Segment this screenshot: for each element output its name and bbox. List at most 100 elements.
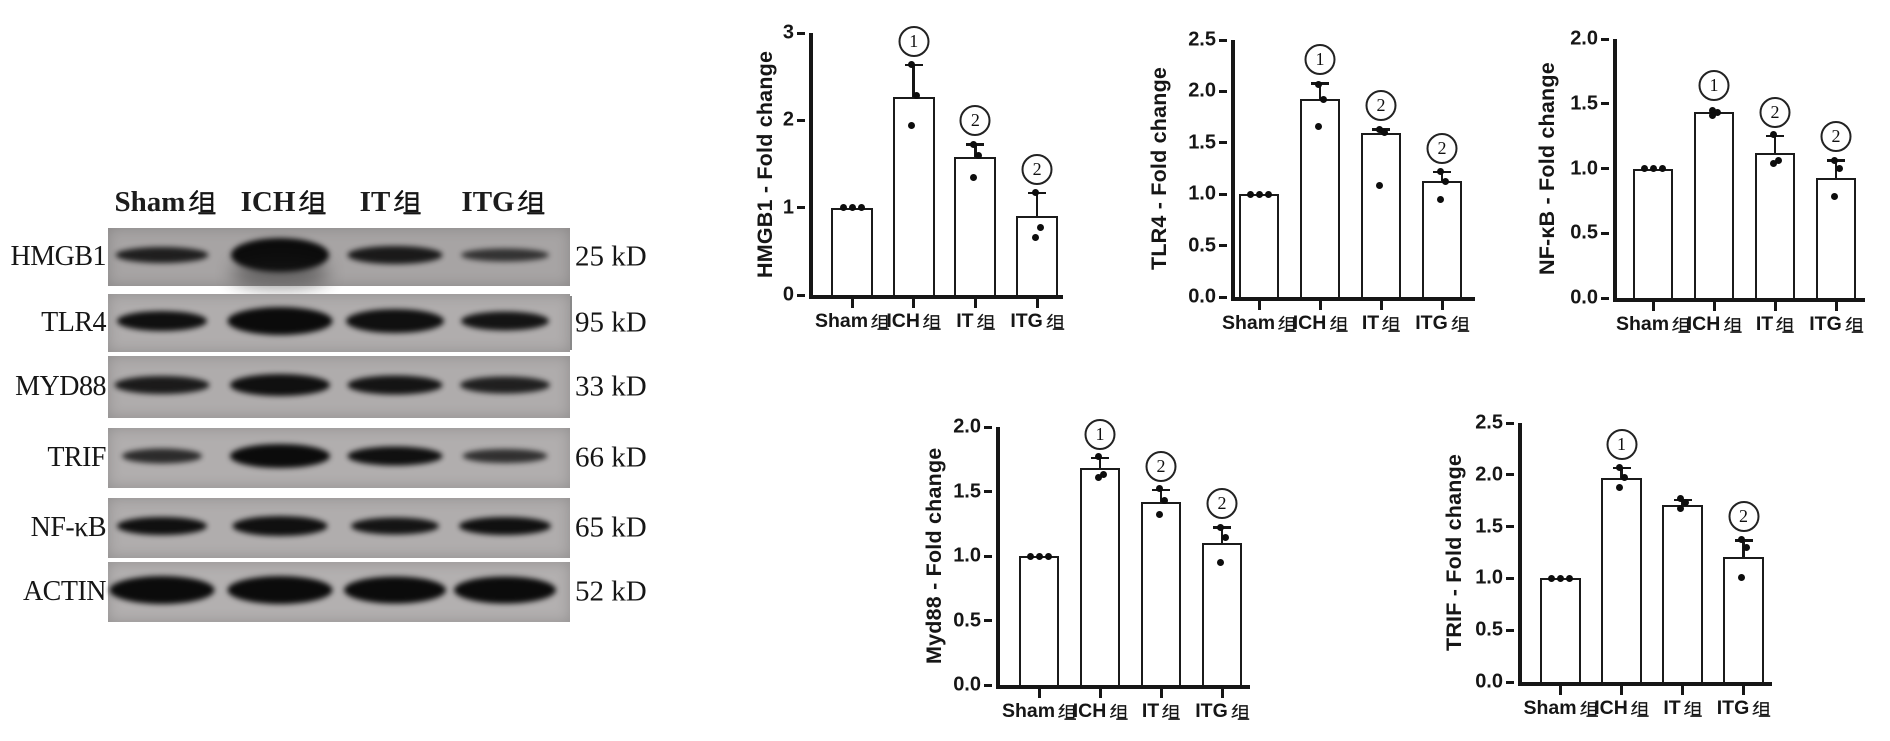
significance-annotation: 1 xyxy=(1698,69,1730,101)
bar-Sham xyxy=(1540,578,1581,682)
cjk-zu-glyph xyxy=(1723,316,1742,334)
x-tick-mark xyxy=(1712,302,1716,311)
bar-Sham xyxy=(1239,194,1279,297)
x-tick-label: ICH xyxy=(1594,697,1649,720)
y-tick-mark xyxy=(1219,295,1227,299)
y-tick-label: 0.5 xyxy=(1188,234,1216,257)
y-tick-label: 2 xyxy=(782,108,794,131)
blot-strip-TLR4 xyxy=(108,294,570,352)
data-point xyxy=(1155,511,1163,519)
label-latin-part: IT xyxy=(1663,697,1681,719)
data-point xyxy=(1677,495,1684,503)
data-point xyxy=(1314,122,1322,130)
y-tick-label: 0.0 xyxy=(1570,286,1598,309)
label-latin-part: ITG xyxy=(1415,312,1448,334)
x-tick-label: Sham xyxy=(1615,313,1691,336)
data-point xyxy=(1155,485,1163,493)
data-point xyxy=(1566,574,1573,582)
x-tick-label: IT xyxy=(956,310,995,333)
y-tick-mark xyxy=(984,683,992,687)
bar-ICH xyxy=(1300,98,1340,297)
significance-annotation: 2 xyxy=(959,105,991,137)
y-tick-label: 1.0 xyxy=(1570,157,1598,179)
blot-band xyxy=(117,311,207,331)
blot-band xyxy=(460,376,550,394)
lane-header-label: Sham xyxy=(115,186,216,219)
cjk-zu-glyph xyxy=(1450,315,1469,333)
blot-kd-label: 52 kD xyxy=(575,575,647,608)
x-tick-mark xyxy=(1035,299,1039,308)
significance-annotation: 2 xyxy=(1021,153,1053,185)
y-tick-mark xyxy=(797,293,805,297)
bar-chart-5: TRIF - Fold change 0.0 0.5 1.0 1.5 2.0 2.5 Sham… xyxy=(1442,412,1772,719)
label-latin-part: Sham xyxy=(814,310,869,332)
blot-band xyxy=(109,576,215,604)
x-tick-mark xyxy=(850,299,854,308)
blot-strip-NF-κB xyxy=(108,498,570,558)
cjk-zu-glyph xyxy=(1672,316,1691,334)
y-tick-label: 2.5 xyxy=(1188,28,1216,51)
y-tick-label: 1.5 xyxy=(1475,515,1503,538)
x-tick-label: Sham xyxy=(814,310,890,333)
data-point xyxy=(969,174,977,182)
x-tick-label: ITG xyxy=(1809,313,1863,336)
bar-ITG xyxy=(1202,543,1242,685)
cjk-zu-glyph xyxy=(1058,703,1077,721)
bar-IT xyxy=(1662,504,1703,682)
y-tick-mark xyxy=(1601,167,1609,170)
data-point xyxy=(1036,224,1044,232)
blot-band xyxy=(114,376,210,394)
label-latin-part: ITG xyxy=(1010,310,1043,332)
data-point xyxy=(1436,168,1444,176)
blot-kd-label: 65 kD xyxy=(575,511,647,544)
data-point xyxy=(1548,574,1555,582)
y-tick-label: 1.0 xyxy=(1475,566,1503,589)
blot-band xyxy=(347,246,443,264)
bar-ICH xyxy=(1080,468,1120,685)
data-point xyxy=(1035,552,1043,560)
x-tick-label: Sham xyxy=(1002,700,1077,723)
blot-protein-label: MYD88 xyxy=(15,371,106,402)
bar-chart-4: Myd88 - Fold change 0.0 0.5 1.0 1.5 2.0 Sham 1… xyxy=(922,416,1250,722)
blot-band xyxy=(347,446,443,466)
cjk-zu-glyph xyxy=(923,313,941,331)
error-bar xyxy=(1098,456,1102,469)
y-tick-label: 2.5 xyxy=(1475,411,1503,434)
x-tick-mark xyxy=(1257,301,1261,310)
blot-band xyxy=(347,375,443,395)
plot-area xyxy=(1613,39,1865,302)
y-axis-label: NF-κB - Fold change xyxy=(1535,62,1559,275)
bar-Sham xyxy=(1019,556,1059,685)
cjk-zu-glyph xyxy=(393,189,421,216)
blot-protein-label: TLR4 xyxy=(41,307,106,338)
y-tick-label: 0.5 xyxy=(1475,618,1503,641)
label-latin-part: Sham xyxy=(1615,313,1670,335)
cjk-zu-glyph xyxy=(1776,316,1795,334)
data-point xyxy=(1743,543,1750,551)
x-tick-mark xyxy=(1681,686,1684,695)
x-tick-label: ITG xyxy=(1415,312,1469,335)
data-point xyxy=(1264,190,1272,198)
label-latin-part: ITG xyxy=(1716,697,1750,719)
x-tick-label: IT xyxy=(1362,312,1401,335)
y-tick-label: 0.0 xyxy=(953,673,981,696)
data-point xyxy=(1221,534,1229,542)
y-tick-label: 1.5 xyxy=(1570,92,1598,115)
plot-area xyxy=(1518,423,1772,686)
data-point xyxy=(1616,483,1623,491)
y-tick-label: 1.0 xyxy=(953,544,981,567)
y-tick-mark xyxy=(1601,231,1609,235)
data-point xyxy=(1314,80,1322,88)
cjk-zu-glyph xyxy=(1683,700,1702,718)
blot-band xyxy=(227,576,333,604)
y-tick-label: 0 xyxy=(782,283,794,306)
blot-kd-label: 33 kD xyxy=(575,370,647,403)
x-tick-label: Sham xyxy=(1523,697,1598,720)
y-tick-mark xyxy=(797,31,805,35)
cjk-zu-glyph xyxy=(871,313,890,331)
plot-area xyxy=(996,427,1250,689)
data-point xyxy=(1216,558,1224,566)
label-latin-part: IT xyxy=(956,310,974,332)
bar-IT xyxy=(1361,132,1401,297)
data-point xyxy=(1616,464,1623,472)
